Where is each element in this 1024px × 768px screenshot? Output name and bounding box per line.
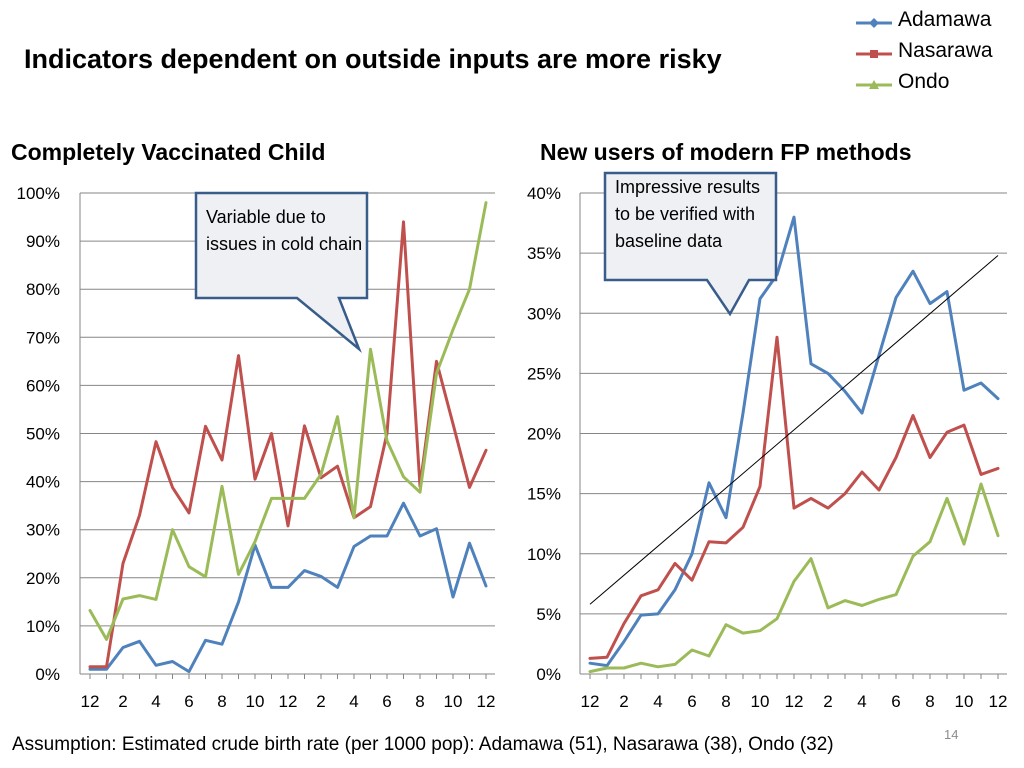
vaccinated-x-tick-label: 10 [444,692,463,711]
callout-cold-chain: Variable due to issues in cold chain [206,207,363,254]
fp-users-x-tick-label: 6 [891,692,900,711]
vaccinated-y-tick-label: 100% [17,184,60,203]
fp-users-series-ondo [588,482,1000,674]
vaccinated-y-tick-label: 80% [26,280,60,299]
fp-users-y-tick-label: 20% [527,425,561,444]
fp-users-x-tick-label: 4 [653,692,662,711]
callout-left-box [194,191,369,354]
vaccinated-x-tick-label: 8 [415,692,424,711]
vaccinated-x-tick-label: 12 [81,692,100,711]
vaccinated-x-tick-label: 10 [246,692,265,711]
fp-users-x-tick-label: 12 [581,692,600,711]
fp-users-x-tick-label: 4 [857,692,866,711]
chart-title-fp-users: New users of modern FP methods [540,139,912,165]
vaccinated-x-tick-label: 2 [118,692,127,711]
fp-users-y-tick-label: 0% [536,665,561,684]
page-number: 14 [944,727,959,742]
chart-title-vaccinated: Completely Vaccinated Child [11,139,326,165]
vaccinated-x-tick-label: 6 [184,692,193,711]
fp-users-x-tick-label: 2 [823,692,832,711]
fp-users-series-nasarawa [588,335,1000,660]
vaccinated-x-tick-label: 12 [477,692,496,711]
legend-swatch-nasarawa [856,50,892,58]
legend-label: Nasarawa [898,39,993,62]
fp-users-x-tick-label: 8 [721,692,730,711]
vaccinated-y-tick-label: 40% [26,473,60,492]
fp-users-y-tick-label: 30% [527,304,561,323]
vaccinated-y-tick-label: 90% [26,232,60,251]
fp-users-x-tick-label: 12 [785,692,804,711]
fp-users-x-tick-label: 8 [925,692,934,711]
fp-users-trendline [589,255,999,605]
legend-swatch-ondo [856,80,892,89]
fp-users-y-tick-label: 35% [527,244,561,263]
vaccinated-x-tick-label: 4 [349,692,358,711]
vaccinated-series-ondo [88,201,488,641]
vaccinated-series-adamawa [88,501,488,674]
legend-label: Ondo [898,70,950,93]
legend-label: Adamawa [898,8,992,31]
vaccinated-y-tick-label: 30% [26,521,60,540]
footnote-assumption: Assumption: Estimated crude birth rate (… [12,734,834,755]
vaccinated-x-tick-label: 6 [382,692,391,711]
legend-swatch-adamawa [856,18,892,28]
fp-users-x-tick-label: 6 [687,692,696,711]
vaccinated-x-tick-label: 12 [279,692,298,711]
vaccinated-y-tick-label: 70% [26,328,60,347]
vaccinated-y-tick-label: 60% [26,376,60,395]
fp-users-x-tick-label: 2 [619,692,628,711]
vaccinated-x-tick-label: 4 [151,692,160,711]
vaccinated-y-tick-label: 20% [26,569,60,588]
vaccinated-y-tick-label: 0% [35,665,60,684]
callout-right-box [603,171,778,317]
callout-verify-baseline: Impressive results to be verified with b… [615,177,761,251]
fp-users-y-tick-label: 10% [527,545,561,564]
fp-users-x-tick-label: 10 [751,692,770,711]
fp-users-y-tick-label: 40% [527,184,561,203]
fp-users-series-adamawa [588,215,1000,668]
vaccinated-y-tick-label: 50% [26,425,60,444]
vaccinated-x-tick-label: 2 [316,692,325,711]
fp-users-x-tick-label: 12 [989,692,1008,711]
fp-users-y-tick-label: 25% [527,364,561,383]
vaccinated-x-tick-label: 8 [217,692,226,711]
slide-title: Indicators dependent on outside inputs a… [24,44,722,74]
fp-users-y-tick-label: 15% [527,485,561,504]
vaccinated-y-tick-label: 10% [26,617,60,636]
fp-users-x-tick-label: 10 [955,692,974,711]
fp-users-y-tick-label: 5% [536,605,561,624]
